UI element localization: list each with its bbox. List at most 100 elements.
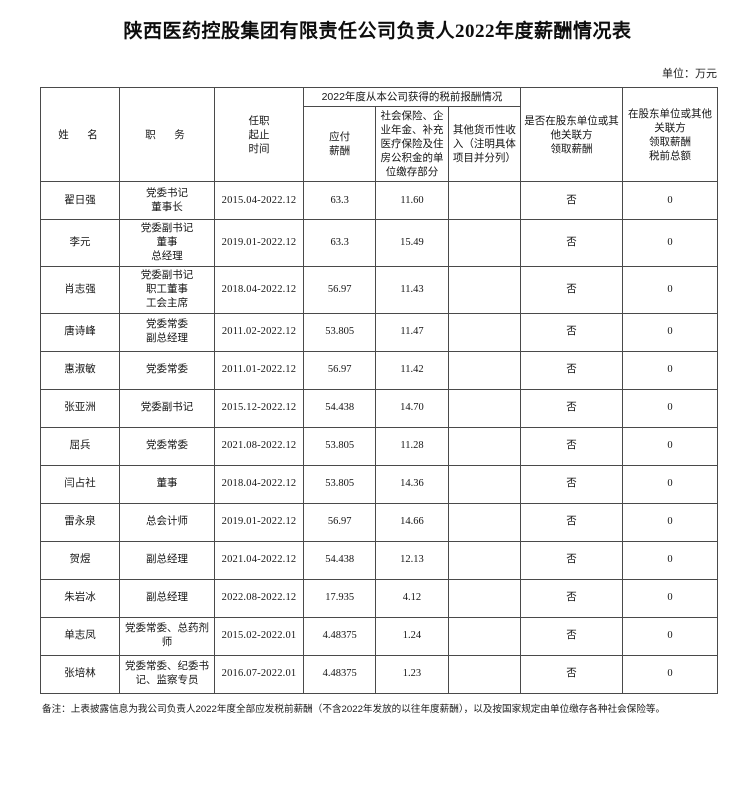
- cell-insurance: 11.28: [375, 426, 449, 466]
- cell-other-income: [447, 265, 522, 314]
- cell-shareholder-total: 0: [622, 219, 718, 267]
- cell-payable: 63.3: [302, 181, 377, 221]
- cell-payable: 63.3: [302, 219, 377, 267]
- cell-payable: 17.935: [302, 578, 377, 618]
- header-row-top: 姓 名 职 务 任职 起止 时间 2022年度从本公司获得的税前报酬情况 是否在…: [40, 86, 718, 183]
- column-header-shareholder-total: 在股东单位或其他关联方 领取薪酬 税前总额: [622, 86, 718, 183]
- cell-payable: 4.48375: [302, 616, 377, 656]
- cell-other-income: [447, 502, 522, 542]
- cell-shareholder-total: 0: [622, 502, 718, 542]
- unit-label: 单位：万元: [662, 68, 717, 80]
- cell-shareholder-total: 0: [622, 616, 718, 656]
- cell-position: 党委书记 董事长: [119, 181, 215, 221]
- cell-position: 党委常委 副总经理: [119, 312, 215, 352]
- cell-insurance: 11.42: [375, 350, 449, 390]
- cell-insurance: 11.60: [375, 181, 449, 221]
- cell-name: 翟日强: [40, 181, 120, 221]
- cell-name: 贺煜: [40, 540, 120, 580]
- cell-term: 2011.02-2022.12: [214, 312, 304, 352]
- cell-from-shareholder: 否: [520, 654, 623, 694]
- column-header-group-pretax: 2022年度从本公司获得的税前报酬情况: [303, 86, 521, 108]
- cell-other-income: [447, 181, 522, 221]
- cell-position: 党委常委、总药剂师: [119, 616, 215, 656]
- cell-position: 党委副书记 职工董事 工会主席: [119, 265, 215, 314]
- cell-other-income: [447, 219, 522, 267]
- cell-term: 2015.02-2022.01: [214, 616, 304, 656]
- cell-shareholder-total: 0: [622, 426, 718, 466]
- column-header-from-shareholder: 是否在股东单位或其他关联方 领取薪酬: [520, 86, 623, 183]
- cell-from-shareholder: 否: [520, 350, 623, 390]
- cell-name: 唐诗峰: [40, 312, 120, 352]
- table-header: 姓 名 职 务 任职 起止 时间 2022年度从本公司获得的税前报酬情况 是否在…: [40, 86, 718, 183]
- table-row: 肖志强 党委副书记 职工董事 工会主席 2018.04-2022.12 56.97 11…: [40, 265, 718, 314]
- page-title: 陕西医药控股集团有限责任公司负责人2022年度薪酬情况表: [123, 21, 632, 42]
- cell-position: 副总经理: [119, 540, 215, 580]
- cell-term: 2018.04-2022.12: [214, 265, 304, 314]
- cell-insurance: 14.66: [375, 502, 449, 542]
- cell-shareholder-total: 0: [622, 540, 718, 580]
- cell-name: 张培林: [40, 654, 120, 694]
- cell-position: 党委副书记 董事 总经理: [119, 219, 215, 267]
- cell-term: 2015.12-2022.12: [214, 388, 304, 428]
- table-row: 张亚洲 党委副书记 2015.12-2022.12 54.438 14.70 否 0: [40, 388, 718, 428]
- column-header-name: 姓 名: [40, 86, 120, 183]
- cell-insurance: 12.13: [375, 540, 449, 580]
- cell-name: 单志凤: [40, 616, 120, 656]
- cell-name: 惠淑敏: [40, 350, 120, 390]
- cell-from-shareholder: 否: [520, 388, 623, 428]
- cell-term: 2019.01-2022.12: [214, 502, 304, 542]
- cell-shareholder-total: 0: [622, 350, 718, 390]
- cell-position: 副总经理: [119, 578, 215, 618]
- cell-term: 2021.08-2022.12: [214, 426, 304, 466]
- cell-payable: 53.805: [302, 464, 377, 504]
- column-header-term: 任职 起止 时间: [214, 86, 304, 183]
- cell-term: 2011.01-2022.12: [214, 350, 304, 390]
- cell-position: 党委副书记: [119, 388, 215, 428]
- cell-payable: 56.97: [302, 502, 377, 542]
- cell-payable: 4.48375: [302, 654, 377, 694]
- table-row: 翟日强 党委书记 董事长 2015.04-2022.12 63.3 11.60 否 0: [40, 181, 718, 221]
- cell-payable: 56.97: [302, 350, 377, 390]
- cell-from-shareholder: 否: [520, 540, 623, 580]
- cell-term: 2018.04-2022.12: [214, 464, 304, 504]
- table-row: 唐诗峰 党委常委 副总经理 2011.02-2022.12 53.805 11.47 否 0: [40, 312, 718, 352]
- table-row: 惠淑敏 党委常委 2011.01-2022.12 56.97 11.42 否 0: [40, 350, 718, 390]
- cell-name: 肖志强: [40, 265, 120, 314]
- column-header-payable: 应付 薪酬: [302, 106, 377, 183]
- cell-other-income: [447, 654, 522, 694]
- cell-other-income: [447, 312, 522, 352]
- header-row-bottom: 应付 薪酬 社会保险、企业年金、补充医疗保险及住房公积金的单位缴存部分 其他货币…: [41, 106, 718, 183]
- cell-shareholder-total: 0: [622, 181, 718, 221]
- cell-payable: 53.805: [302, 426, 377, 466]
- cell-insurance: 14.36: [375, 464, 449, 504]
- cell-term: 2016.07-2022.01: [214, 654, 304, 694]
- cell-term: 2019.01-2022.12: [214, 219, 304, 267]
- cell-name: 闫占社: [40, 464, 120, 504]
- cell-position: 总会计师: [119, 502, 215, 542]
- cell-insurance: 15.49: [375, 219, 449, 267]
- cell-payable: 54.438: [302, 388, 377, 428]
- salary-table-container: 姓 名 职 务 任职 起止 时间 2022年度从本公司获得的税前报酬情况 是否在…: [0, 86, 755, 694]
- table-row: 单志凤 党委常委、总药剂师 2015.02-2022.01 4.48375 1.24 否 0: [40, 616, 718, 656]
- cell-other-income: [447, 464, 522, 504]
- cell-name: 朱岩冰: [40, 578, 120, 618]
- cell-position: 党委常委、纪委书记、监察专员: [119, 654, 215, 694]
- cell-from-shareholder: 否: [520, 219, 623, 267]
- cell-other-income: [447, 350, 522, 390]
- cell-term: 2021.04-2022.12: [214, 540, 304, 580]
- cell-shareholder-total: 0: [622, 578, 718, 618]
- cell-from-shareholder: 否: [520, 426, 623, 466]
- cell-position: 党委常委: [119, 350, 215, 390]
- cell-name: 张亚洲: [40, 388, 120, 428]
- table-row: 朱岩冰 副总经理 2022.08-2022.12 17.935 4.12 否 0: [40, 578, 718, 618]
- cell-insurance: 14.70: [375, 388, 449, 428]
- cell-shareholder-total: 0: [622, 654, 718, 694]
- cell-from-shareholder: 否: [520, 502, 623, 542]
- cell-other-income: [447, 578, 522, 618]
- cell-from-shareholder: 否: [520, 312, 623, 352]
- table-row: 张培林 党委常委、纪委书记、监察专员 2016.07-2022.01 4.48375 1…: [40, 654, 718, 694]
- cell-shareholder-total: 0: [622, 265, 718, 314]
- column-header-position: 职 务: [119, 86, 215, 183]
- cell-payable: 56.97: [302, 265, 377, 314]
